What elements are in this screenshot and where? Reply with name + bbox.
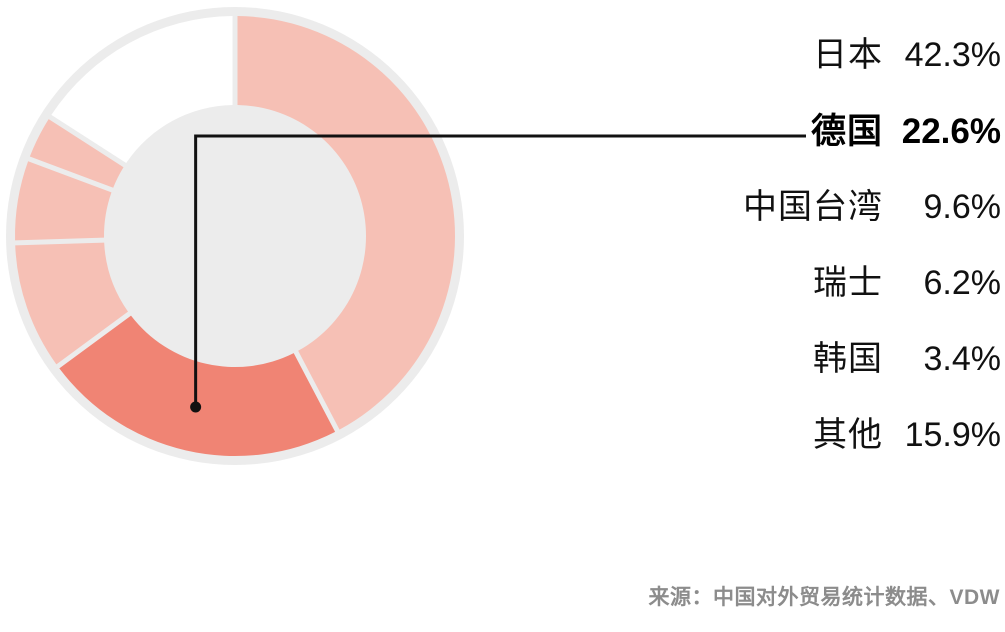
legend-label: 其他 (813, 416, 883, 454)
legend-row-1: 德国 22.6% (661, 93, 1001, 169)
legend-label: 瑞士 (813, 264, 883, 302)
legend-value: 42.3% (904, 36, 1001, 74)
legend-label: 日本 (813, 36, 883, 74)
donut-slice-2 (15, 242, 129, 365)
legend-label: 韩国 (813, 340, 883, 378)
legend-row-3: 瑞士 6.2% (661, 245, 1001, 321)
legend-label: 中国台湾 (743, 188, 883, 226)
legend-value: 3.4% (923, 340, 1002, 378)
legend-value: 9.6% (923, 188, 1002, 226)
legend-row-4: 韩国 3.4% (661, 321, 1001, 397)
legend-value: 6.2% (923, 264, 1002, 302)
chart-legend: 日本 42.3% 德国 22.6% 中国台湾 9.6% 瑞士 6.2% 韩国 3.4% 其他 15.9… (661, 17, 1001, 473)
source-note: 来源：中国对外贸易统计数据、VDW (648, 586, 1000, 609)
legend-value: 22.6% (901, 111, 1001, 151)
legend-value: 15.9% (904, 416, 1001, 454)
donut-slice-3 (14, 161, 112, 241)
donut-slice-0 (237, 16, 455, 430)
legend-row-2: 中国台湾 9.6% (661, 169, 1001, 245)
donut-slice-4 (29, 119, 124, 188)
legend-row-5: 其他 15.9% (661, 397, 1001, 473)
donut-slice-5 (51, 16, 233, 164)
legend-label: 德国 (810, 111, 883, 151)
callout-dot (190, 401, 202, 413)
legend-row-0: 日本 42.3% (661, 17, 1001, 93)
donut-slice-1 (59, 315, 336, 456)
callout-line (194, 134, 806, 408)
